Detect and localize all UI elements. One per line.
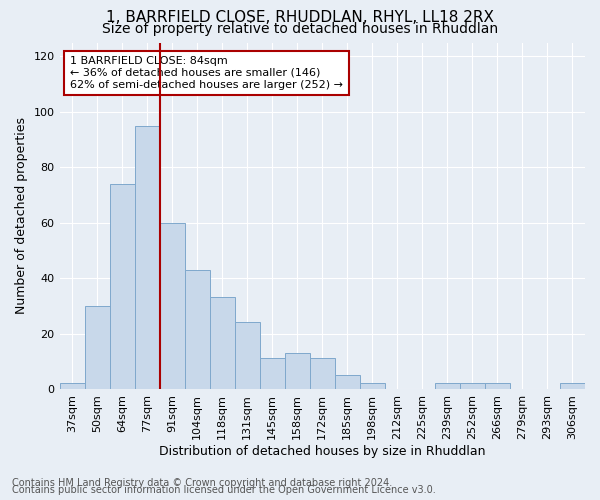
X-axis label: Distribution of detached houses by size in Rhuddlan: Distribution of detached houses by size …: [159, 444, 485, 458]
Bar: [285, 353, 310, 389]
Bar: [85, 306, 110, 389]
Bar: [160, 222, 185, 389]
Bar: [235, 322, 260, 389]
Bar: [260, 358, 285, 389]
Bar: [435, 384, 460, 389]
Bar: [360, 384, 385, 389]
Bar: [134, 126, 160, 389]
Bar: [59, 384, 85, 389]
Text: Size of property relative to detached houses in Rhuddlan: Size of property relative to detached ho…: [102, 22, 498, 36]
Bar: [560, 384, 585, 389]
Y-axis label: Number of detached properties: Number of detached properties: [15, 117, 28, 314]
Bar: [209, 298, 235, 389]
Bar: [485, 384, 510, 389]
Bar: [110, 184, 134, 389]
Bar: [335, 375, 360, 389]
Text: 1 BARRFIELD CLOSE: 84sqm
← 36% of detached houses are smaller (146)
62% of semi-: 1 BARRFIELD CLOSE: 84sqm ← 36% of detach…: [70, 56, 343, 90]
Text: Contains public sector information licensed under the Open Government Licence v3: Contains public sector information licen…: [12, 485, 436, 495]
Bar: [185, 270, 209, 389]
Text: Contains HM Land Registry data © Crown copyright and database right 2024.: Contains HM Land Registry data © Crown c…: [12, 478, 392, 488]
Bar: [310, 358, 335, 389]
Text: 1, BARRFIELD CLOSE, RHUDDLAN, RHYL, LL18 2RX: 1, BARRFIELD CLOSE, RHUDDLAN, RHYL, LL18…: [106, 10, 494, 25]
Bar: [460, 384, 485, 389]
